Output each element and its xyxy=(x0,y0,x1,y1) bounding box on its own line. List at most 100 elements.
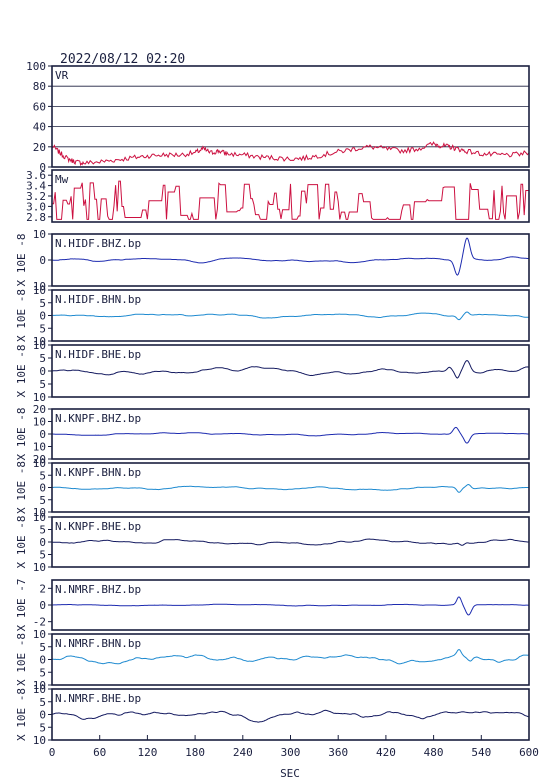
y-tick-label: 0 xyxy=(39,428,46,441)
y-tick-label: 10 xyxy=(33,511,46,524)
x-tick-label: 0 xyxy=(49,746,56,759)
y-tick-label: 3.6 xyxy=(26,169,46,182)
series-line xyxy=(52,648,530,665)
x-tick-label: 60 xyxy=(93,746,106,759)
y-tick-label: 5 xyxy=(39,641,46,654)
panel-frame xyxy=(51,408,530,460)
panel-label: N.KNPF.BHZ.bp xyxy=(53,411,147,425)
series-line xyxy=(51,483,529,493)
y-tick-label: 10 xyxy=(33,391,46,404)
y-tick-label: 5 xyxy=(39,352,46,365)
y-tick-label: 5 xyxy=(39,666,46,679)
y-tick-label: 5 xyxy=(39,378,46,391)
y-tick-label: 0 xyxy=(39,161,46,174)
panel-label: N.NMRF.BHE.bp xyxy=(53,691,147,705)
y-tick-label: 80 xyxy=(33,80,46,93)
panel-label: Mw xyxy=(53,172,71,186)
series-line xyxy=(52,237,530,276)
series-line xyxy=(52,596,529,616)
panel-frame xyxy=(51,579,530,631)
y-tick-label: 5 xyxy=(39,322,46,335)
y-tick-label: 10 xyxy=(33,339,46,352)
x-axis: 0 60 120 180 240 300 360 420 480 540 600 xyxy=(49,735,539,759)
panel-mw: 2.83.03.23.43.6 Mw xyxy=(26,169,530,224)
panel-label-bg xyxy=(53,68,71,81)
y-tick-label: 5 xyxy=(39,494,46,507)
panel-label-text: N.KNPF.BHE.bp xyxy=(55,520,141,533)
y-tick-label: 5 xyxy=(39,469,46,482)
y-axis-label: X 10E -8 xyxy=(15,289,28,342)
y-tick-label: 0 xyxy=(39,365,46,378)
y-tick-label: 10 xyxy=(33,280,46,293)
panel-frame xyxy=(51,462,530,513)
y-tick-label: 10 xyxy=(33,228,46,241)
y-tick-label: 10 xyxy=(33,416,46,429)
y-tick-label: 0 xyxy=(39,536,46,549)
panel-label-bg xyxy=(53,347,147,360)
y-axis-label: X 10E -8 xyxy=(15,461,28,514)
y-tick-label: -2 xyxy=(33,616,46,629)
panel-frame xyxy=(51,344,530,398)
y-tick-label: 10 xyxy=(33,561,46,574)
y-tick-label: 10 xyxy=(33,284,46,297)
panel-frame xyxy=(51,516,530,568)
x-axis-label: SEC xyxy=(280,767,300,780)
y-axis-label: X 10E -8 xyxy=(15,633,28,686)
y-tick-label: 10 xyxy=(33,457,46,470)
panel-frame xyxy=(51,169,530,223)
series-line xyxy=(51,359,530,379)
panel-label-text: N.NMRF.BHE.bp xyxy=(55,692,141,705)
series-line xyxy=(52,180,529,220)
y-tick-label: 10 xyxy=(33,628,46,641)
y-tick-label: 100 xyxy=(26,60,46,73)
y-tick-label: 40 xyxy=(33,121,46,134)
x-tick-label: 600 xyxy=(519,746,539,759)
y-tick-label: 5 xyxy=(39,721,46,734)
panel-label-text: N.HIDF.BHN.bp xyxy=(55,293,141,306)
panel-label-text: N.HIDF.BHE.bp xyxy=(55,348,141,361)
series-line xyxy=(51,141,530,167)
panel-frame xyxy=(51,65,530,168)
panel-label-text: VR xyxy=(55,69,69,82)
y-tick-label: 5 xyxy=(39,297,46,310)
y-tick-label: 20 xyxy=(33,141,46,154)
y-tick-label: 3.4 xyxy=(26,180,46,193)
y-axis-label: X 10E -8 xyxy=(15,234,28,287)
panel-label: VR xyxy=(53,68,71,82)
y-axis-label: X 10E -8 xyxy=(15,408,28,461)
panel-label-bg xyxy=(53,236,147,249)
panel-label-bg xyxy=(53,172,71,185)
series-line xyxy=(52,426,530,444)
panel-label-bg xyxy=(53,636,147,649)
y-tick-label: 0 xyxy=(39,254,46,267)
y-axis-label: X 10E -8 xyxy=(15,516,28,569)
x-tick-label: 240 xyxy=(233,746,253,759)
y-axis-label: X 10E -8 xyxy=(15,345,28,398)
panel-label: N.NMRF.BHZ.bp xyxy=(53,582,147,596)
y-tick-label: 20 xyxy=(33,453,46,466)
y-tick-label: 2 xyxy=(39,582,46,595)
panel-label-bg xyxy=(53,519,147,532)
series-line xyxy=(51,538,530,546)
panel-label-text: N.NMRF.BHZ.bp xyxy=(55,583,141,596)
y-tick-label: 0 xyxy=(39,709,46,722)
y-tick-label: 10 xyxy=(33,734,46,747)
panel-frame xyxy=(51,633,530,686)
y-tick-label: 10 xyxy=(33,506,46,519)
panel-label-bg xyxy=(53,691,147,704)
panel-label-text: N.KNPF.BHZ.bp xyxy=(55,412,141,425)
y-tick-label: 5 xyxy=(39,549,46,562)
panel-vr: 0 20 40 60 80 100 VR xyxy=(26,60,530,174)
panel-label: N.HIDF.BHZ.bp xyxy=(53,236,147,250)
panel-label-text: Mw xyxy=(55,173,69,186)
panel-label-text: N.NMRF.BHN.bp xyxy=(55,637,141,650)
y-tick-label: 3.2 xyxy=(26,190,46,203)
y-tick-label: 10 xyxy=(33,679,46,692)
panel-label: N.KNPF.BHE.bp xyxy=(53,519,147,533)
